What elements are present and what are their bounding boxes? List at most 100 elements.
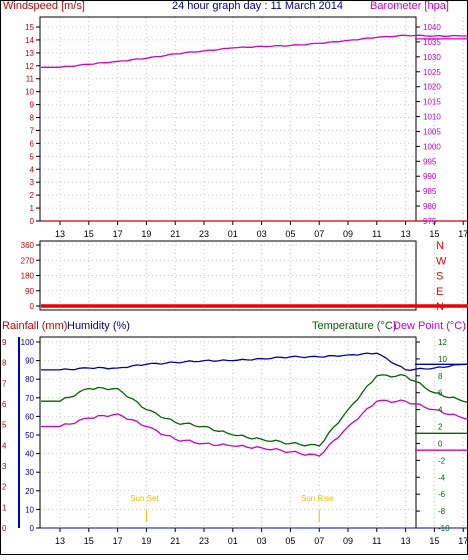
compass-label: N [436,301,444,313]
humidity-tick-label: 0 [30,524,35,533]
rain-tick-label: 0 [2,524,7,533]
windspeed-tick-label: 3 [30,178,35,187]
time-tick-label: 13 [401,229,411,239]
temperature-line [41,373,468,447]
time-tick-label: 19 [141,536,151,546]
humidity-tick-label: 80 [25,375,34,384]
humidity-tick-label: 60 [25,412,34,421]
windspeed-tick-label: 12 [25,62,34,71]
windspeed-tick-label: 0 [30,217,35,226]
rain-tick-label: 9 [2,338,7,347]
compass-label: N [436,240,444,252]
rain-tick-label: 2 [2,483,7,492]
windspeed-tick-label: 4 [30,165,35,174]
humidity-tick-label: 10 [25,505,34,514]
rain-tick-label: 7 [2,379,7,388]
temperature-tick-label: -2 [438,456,446,465]
temperature-tick-label: -4 [438,473,446,482]
windspeed-tick-label: 10 [25,88,34,97]
time-tick-label: 05 [285,229,295,239]
humidity-tick-label: 20 [25,487,34,496]
dewpoint-axis-label: Dew Point (°C) [393,320,466,332]
time-tick-label: 15 [429,536,439,546]
dewpoint-line [41,399,468,457]
windspeed-tick-label: 1 [30,204,35,213]
windspeed-tick-label: 8 [30,114,35,123]
rain-tick-label: 1 [2,503,7,512]
temperature-tick-label: 2 [438,423,443,432]
time-tick-label: 09 [343,229,353,239]
barometer-tick-label: 1030 [423,53,441,62]
windspeed-tick-label: 15 [25,23,34,32]
time-tick-label: 17 [113,229,123,239]
time-tick-label: 03 [257,229,267,239]
barometer-tick-label: 1025 [423,68,441,77]
temperature-axis-label: Temperature (°C) [312,320,396,332]
time-tick-label: 21 [170,229,180,239]
humidity-tick-label: 70 [25,394,34,403]
time-tick-label: 13 [401,536,411,546]
time-tick-label: 03 [257,536,267,546]
direction-tick-label: 0 [30,302,35,311]
direction-tick-label: 90 [25,287,34,296]
rain-tick-label: 4 [2,441,7,450]
rain-tick-label: 3 [2,462,7,471]
time-tick-label: 11 [372,229,381,239]
windspeed-tick-label: 9 [30,101,35,110]
humidity-tick-label: 50 [25,431,34,440]
windspeed-tick-label: 6 [30,139,35,148]
time-tick-label: 17 [458,229,468,239]
time-tick-label: 23 [199,229,209,239]
time-tick-label: 15 [84,229,94,239]
time-tick-label: 07 [314,536,324,546]
temperature-tick-label: -10 [438,524,450,533]
direction-tick-label: 270 [21,256,35,265]
barometer-tick-label: 975 [423,217,437,226]
time-tick-label: 21 [170,536,180,546]
time-tick-label: 01 [228,536,238,546]
barometer-tick-label: 1005 [423,127,441,136]
windspeed-tick-label: 11 [26,75,35,84]
windspeed-tick-label: 13 [25,49,34,58]
time-tick-label: 05 [285,536,295,546]
windspeed-tick-label: 7 [30,126,35,135]
time-tick-label: 17 [458,536,468,546]
time-tick-label: 07 [314,229,324,239]
time-tick-label: 11 [372,536,381,546]
time-tick-label: 13 [55,229,65,239]
sun-event-label: Sun Set [130,494,159,503]
rain-tick-label: 8 [2,359,7,368]
rain-tick-label: 5 [2,421,7,430]
barometer-tick-label: 995 [423,157,437,166]
time-tick-label: 15 [429,229,439,239]
rain-tick-label: 6 [2,400,7,409]
time-tick-label: 09 [343,536,353,546]
humidity-tick-label: 40 [25,450,34,459]
barometer-tick-label: 985 [423,187,437,196]
chart-title: 24 hour graph day : 11 March 2014 [172,0,343,12]
windspeed-axis-label: Windspeed [m/s] [3,0,85,12]
temperature-tick-label: 0 [438,439,443,448]
temperature-tick-label: 12 [438,338,447,347]
temperature-tick-label: 4 [438,406,443,415]
time-tick-label: 01 [228,229,238,239]
humidity-tick-label: 100 [21,338,35,347]
compass-label: E [436,286,443,298]
barometer-tick-label: 1020 [423,83,441,92]
time-tick-label: 15 [84,536,94,546]
direction-tick-label: 180 [21,272,35,281]
barometer-line [41,34,468,68]
barometer-tick-label: 1040 [423,23,441,32]
time-tick-label: 23 [199,536,209,546]
compass-label: W [436,255,447,267]
time-tick-label: 17 [113,536,123,546]
barometer-tick-label: 1015 [423,98,441,107]
humidity-axis-label: Humidity (%) [67,320,130,332]
temperature-tick-label: -8 [438,507,446,516]
barometer-tick-label: 990 [423,172,437,181]
barometer-tick-label: 1035 [423,38,441,47]
windspeed-tick-label: 2 [30,191,35,200]
direction-tick-label: 360 [21,241,35,250]
